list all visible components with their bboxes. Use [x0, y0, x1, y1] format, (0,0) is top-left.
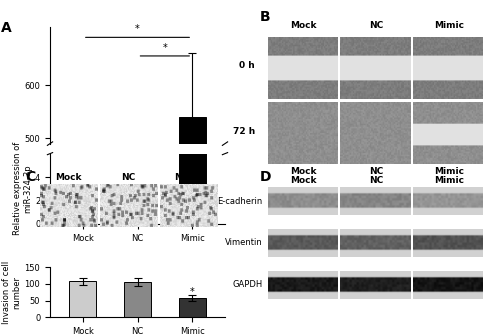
Bar — [124, 282, 151, 317]
Text: Mimic: Mimic — [434, 167, 464, 176]
Bar — [124, 213, 151, 224]
Bar — [69, 222, 96, 224]
Text: B: B — [260, 10, 270, 24]
Y-axis label: Invasion of cell
number: Invasion of cell number — [2, 261, 22, 324]
Text: NC: NC — [369, 176, 384, 185]
Text: 0 h: 0 h — [240, 61, 255, 70]
Bar — [178, 298, 206, 317]
Bar — [178, 0, 206, 224]
Text: Vimentin: Vimentin — [225, 238, 262, 247]
Y-axis label: Relative expression of
miR-324-3p: Relative expression of miR-324-3p — [13, 142, 32, 235]
Text: Mimic: Mimic — [174, 173, 204, 182]
Text: D: D — [260, 170, 272, 184]
Text: C: C — [25, 170, 35, 184]
Text: GAPDH: GAPDH — [232, 280, 262, 289]
Text: A: A — [1, 21, 12, 35]
Text: NC: NC — [122, 173, 136, 182]
Bar — [178, 117, 206, 334]
Text: *: * — [162, 43, 167, 53]
Text: *: * — [190, 287, 194, 297]
Text: NC: NC — [369, 21, 384, 30]
Text: Mock: Mock — [56, 173, 82, 182]
Text: E-cadherin: E-cadherin — [217, 197, 262, 206]
Text: Mimic: Mimic — [434, 21, 464, 30]
Text: Mock: Mock — [290, 176, 317, 185]
Text: Mock: Mock — [290, 21, 317, 30]
Text: *: * — [135, 24, 140, 34]
Text: Mimic: Mimic — [434, 176, 464, 185]
Text: NC: NC — [369, 167, 384, 176]
Bar — [69, 281, 96, 317]
Text: Mock: Mock — [290, 167, 317, 176]
Text: 72 h: 72 h — [233, 127, 255, 136]
